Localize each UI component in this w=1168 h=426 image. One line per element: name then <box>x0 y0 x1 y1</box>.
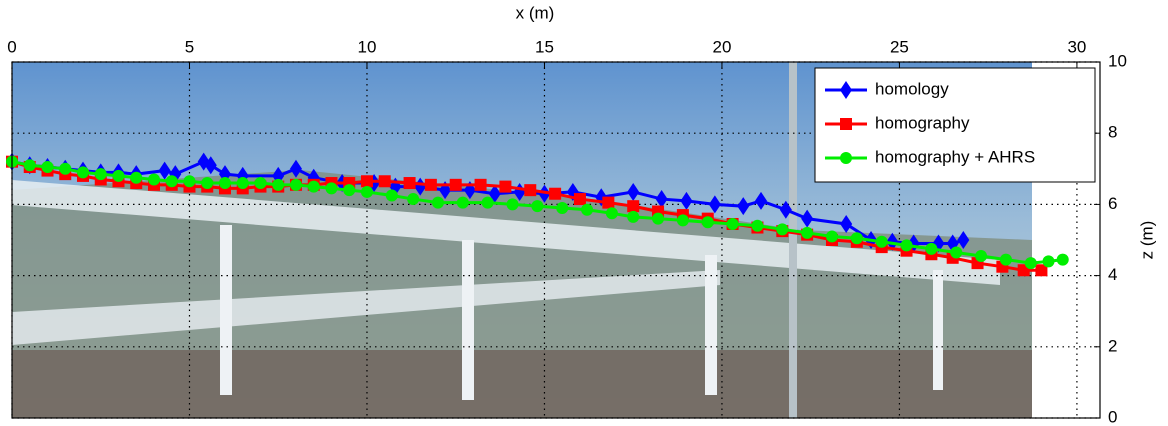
y-tick-label: 6 <box>1108 194 1117 213</box>
marker <box>901 239 913 251</box>
marker <box>702 216 714 228</box>
marker <box>507 198 519 210</box>
marker <box>1057 254 1069 266</box>
marker <box>95 168 107 180</box>
marker <box>1043 255 1055 267</box>
x-tick-label: 25 <box>890 37 909 56</box>
marker <box>361 175 373 187</box>
marker <box>751 220 763 232</box>
marker <box>325 182 337 194</box>
marker <box>727 218 739 230</box>
legend-label: homography <box>875 113 970 132</box>
marker <box>59 163 71 175</box>
marker <box>308 181 320 193</box>
marker <box>24 159 36 171</box>
marker <box>41 161 53 173</box>
marker <box>130 172 142 184</box>
marker <box>77 166 89 178</box>
marker <box>254 177 266 189</box>
marker <box>531 200 543 212</box>
marker <box>482 197 494 209</box>
y-tick-label: 8 <box>1108 123 1117 142</box>
marker <box>407 193 419 205</box>
marker <box>499 181 511 193</box>
marker <box>148 173 160 185</box>
marker <box>290 179 302 191</box>
marker <box>801 227 813 239</box>
marker <box>925 243 937 255</box>
marker <box>201 177 213 189</box>
marker <box>652 213 664 225</box>
marker <box>602 197 614 209</box>
marker <box>112 170 124 182</box>
marker <box>475 179 487 191</box>
y-tick-label: 0 <box>1108 407 1117 426</box>
marker <box>574 193 586 205</box>
marker <box>851 232 863 244</box>
chart: x (m) z (m) 0 5 10 15 20 25 30 0 2 4 6 8 10 homology h… <box>0 0 1168 426</box>
marker <box>404 177 416 189</box>
marker <box>826 230 838 242</box>
legend-label: homography + AHRS <box>875 147 1035 166</box>
marker <box>425 179 437 191</box>
legend-label: homology <box>875 79 949 98</box>
marker <box>581 204 593 216</box>
marker <box>627 200 639 212</box>
x-tick-label: 5 <box>185 37 194 56</box>
marker <box>524 184 536 196</box>
marker <box>457 197 469 209</box>
marker <box>343 184 355 196</box>
marker <box>272 179 284 191</box>
marker <box>432 197 444 209</box>
y-axis-label: z (m) <box>1137 221 1156 260</box>
marker <box>1000 254 1012 266</box>
marker <box>386 190 398 202</box>
x-tick-label: 20 <box>712 37 731 56</box>
marker <box>183 175 195 187</box>
x-tick-label: 30 <box>1067 37 1086 56</box>
marker <box>379 175 391 187</box>
marker <box>840 152 852 164</box>
y-tick-label: 4 <box>1108 265 1117 284</box>
x-tick-label: 15 <box>535 37 554 56</box>
x-tick-label: 0 <box>7 37 16 56</box>
x-tick-label: 10 <box>358 37 377 56</box>
marker <box>840 118 852 130</box>
y-tick-label: 10 <box>1108 51 1127 70</box>
marker <box>237 177 249 189</box>
marker <box>677 214 689 226</box>
y-tick-label: 2 <box>1108 336 1117 355</box>
marker <box>950 246 962 258</box>
marker <box>166 175 178 187</box>
marker <box>361 186 373 198</box>
marker <box>975 250 987 262</box>
marker <box>606 207 618 219</box>
marker <box>627 211 639 223</box>
marker <box>1025 257 1037 269</box>
marker <box>219 177 231 189</box>
marker <box>450 179 462 191</box>
marker <box>876 236 888 248</box>
marker <box>556 202 568 214</box>
marker <box>549 188 561 200</box>
marker <box>776 223 788 235</box>
x-axis-label: x (m) <box>516 3 555 22</box>
